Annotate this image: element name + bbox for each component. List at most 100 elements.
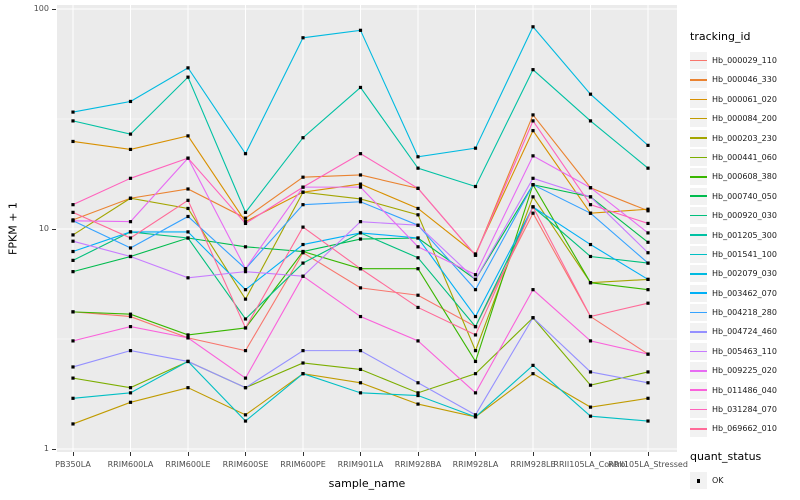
data-point <box>531 154 535 158</box>
data-point <box>243 297 248 301</box>
data-point <box>588 339 593 343</box>
x-tick-mark <box>590 452 591 456</box>
x-tick-mark <box>360 452 361 456</box>
data-point <box>416 166 420 170</box>
legend-entry-label: Hb_003462_070 <box>712 288 777 298</box>
legend-entry-label: Hb_004724_460 <box>712 327 777 337</box>
data-point <box>71 422 75 426</box>
legend-entry: Hb_004724_460 <box>690 323 798 341</box>
legend-key <box>690 226 707 244</box>
data-point <box>243 270 248 274</box>
legend-line-swatch-icon <box>690 253 707 256</box>
legend-line-swatch-icon <box>690 331 707 333</box>
legend-key <box>690 420 707 438</box>
legend-key <box>690 323 707 341</box>
legend-key <box>690 71 707 89</box>
x-tick-label: RRII105LA_Control <box>553 460 628 469</box>
data-point <box>588 119 593 123</box>
data-point <box>358 28 363 32</box>
data-point <box>71 270 75 274</box>
data-point <box>186 276 190 280</box>
data-point <box>358 237 363 241</box>
data-point <box>186 187 190 191</box>
legend-key <box>690 52 707 69</box>
legend-entry: Hb_000061_020 <box>690 90 798 108</box>
data-point <box>646 277 650 282</box>
legend-line-swatch-icon <box>690 311 707 314</box>
data-point <box>473 314 478 319</box>
data-point <box>71 396 75 400</box>
data-point <box>588 414 593 418</box>
chart-svg <box>57 5 677 452</box>
data-point <box>128 132 133 136</box>
data-point <box>358 391 363 395</box>
legend-key <box>690 284 707 302</box>
data-point <box>301 136 305 140</box>
data-point <box>186 230 190 234</box>
data-point <box>358 85 363 90</box>
data-point <box>71 139 75 144</box>
data-point <box>358 367 363 372</box>
legend-key <box>690 90 707 108</box>
data-point <box>186 386 190 390</box>
x-tick-mark <box>187 452 189 456</box>
x-tick-mark <box>532 452 534 456</box>
data-point <box>531 129 535 133</box>
legend-key <box>690 265 707 283</box>
data-point <box>243 267 248 271</box>
legend-line-swatch-icon <box>690 234 707 236</box>
legend-key <box>690 129 707 147</box>
legend-key <box>690 207 707 225</box>
legend-entry: Hb_004218_280 <box>690 304 798 322</box>
legend-entry-label: Hb_069662_010 <box>712 424 777 434</box>
legend-line-swatch-icon <box>690 59 707 62</box>
data-point <box>358 314 363 319</box>
legend-line-swatch-icon <box>690 195 707 197</box>
x-tick-label: RRIM928BA <box>394 460 442 469</box>
legend-entry: Hb_001541_100 <box>690 245 798 263</box>
legend: tracking_id Hb_000029_110 Hb_000046_330 Hb… <box>690 30 798 492</box>
data-point <box>416 245 420 249</box>
data-point <box>646 288 650 292</box>
data-point <box>531 288 535 292</box>
data-point <box>71 219 75 223</box>
x-tick-mark <box>475 452 476 456</box>
data-point <box>301 361 305 365</box>
y-axis-title: FPKM + 1 <box>6 202 20 255</box>
legend-entry-ok: OK <box>690 472 798 490</box>
data-point <box>473 325 478 329</box>
data-point <box>588 242 593 247</box>
legend-entry: Hb_000203_230 <box>690 129 798 147</box>
x-tick-mark <box>647 452 649 456</box>
legend-line-swatch-icon <box>690 408 707 411</box>
legend-entry: Hb_002079_030 <box>690 265 798 283</box>
legend-quant-status: quant_status OK <box>690 450 798 490</box>
legend-entry: Hb_031284_070 <box>690 401 798 419</box>
data-point <box>186 359 190 364</box>
legend-entry: Hb_003462_070 <box>690 284 798 302</box>
legend-entry: Hb_000029_110 <box>690 52 798 69</box>
legend-line-swatch-icon <box>690 117 707 120</box>
legend-entries: Hb_000029_110 Hb_000046_330 Hb_000061_020 H… <box>690 52 798 438</box>
data-point <box>646 221 650 226</box>
data-point <box>71 339 75 343</box>
legend-entry-label: Hb_000046_330 <box>712 75 777 85</box>
data-point <box>243 245 248 249</box>
legend-key <box>690 148 707 166</box>
data-point <box>473 253 478 257</box>
y-tick-mark <box>52 448 56 450</box>
data-point <box>128 230 133 234</box>
data-point <box>416 305 420 310</box>
data-point <box>186 336 190 340</box>
x-tick-mark <box>130 452 131 456</box>
data-point <box>243 326 248 330</box>
data-point <box>186 75 190 79</box>
data-point <box>473 349 478 353</box>
data-point <box>301 175 305 179</box>
data-point <box>588 211 593 215</box>
data-point <box>646 301 650 305</box>
data-point <box>243 210 248 214</box>
x-tick-label: RRIM928LA <box>452 460 499 469</box>
data-point <box>71 203 75 207</box>
data-point <box>473 146 478 150</box>
